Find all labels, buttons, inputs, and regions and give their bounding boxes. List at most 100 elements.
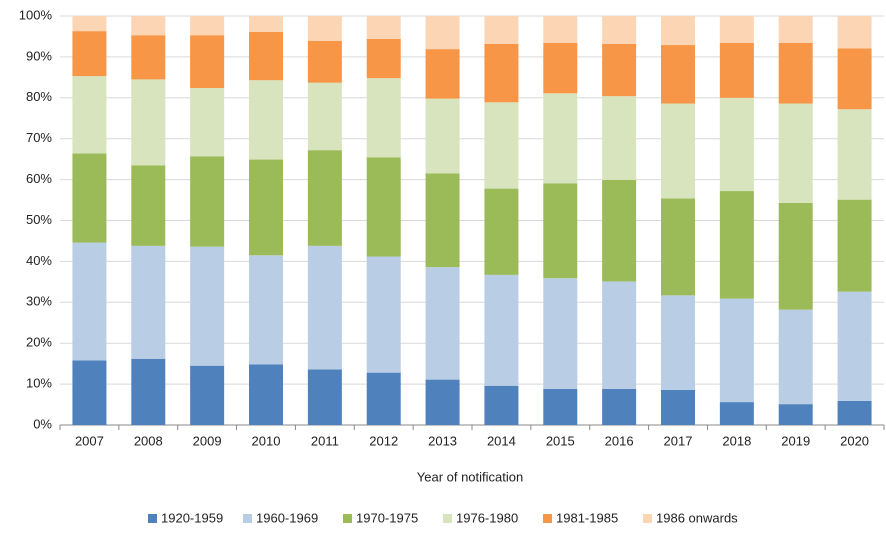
bar-segment — [72, 16, 107, 32]
bar-segment — [131, 35, 166, 80]
bar-segment — [190, 365, 225, 425]
bar-segment — [837, 291, 872, 401]
legend-swatch — [148, 514, 157, 523]
x-tick-label: 2018 — [722, 433, 751, 448]
bar-segment — [484, 43, 519, 103]
legend-label: 1976-1980 — [456, 510, 518, 525]
bar-segment — [131, 16, 166, 36]
bar-segment — [543, 93, 578, 184]
bar-segment — [307, 245, 342, 370]
bar-segment — [484, 385, 519, 425]
legend-label: 1986 onwards — [656, 510, 738, 525]
bar-segment — [131, 245, 166, 359]
bar-segment — [249, 80, 283, 160]
bar-segment — [661, 45, 695, 104]
bar-segment — [425, 173, 460, 268]
bar-segment — [837, 400, 872, 425]
bar-segment — [484, 188, 519, 275]
bar-segment — [543, 278, 578, 390]
bar-segment — [190, 156, 225, 247]
bar-segment — [366, 256, 401, 373]
x-tick-label: 2017 — [664, 433, 693, 448]
bar-segment — [484, 16, 519, 44]
y-tick-label: 20% — [26, 335, 52, 350]
legend-swatch — [443, 514, 452, 523]
bar-segment — [719, 97, 754, 192]
bar-segment — [425, 379, 460, 425]
bar-segment — [719, 191, 754, 299]
x-tick-label: 2008 — [134, 433, 163, 448]
bar-segment — [307, 40, 342, 83]
x-axis-title: Year of notification — [417, 469, 523, 484]
bar-segment — [249, 31, 283, 81]
bar-segment — [307, 150, 342, 246]
bar-segment — [543, 42, 578, 94]
x-tick-label: 2019 — [781, 433, 810, 448]
bar-segment — [719, 402, 754, 425]
bar-segment — [131, 358, 166, 425]
bar-segment — [72, 242, 107, 361]
legend-label: 1981-1985 — [556, 510, 618, 525]
bar-segment — [778, 202, 813, 310]
bar-segment — [425, 98, 460, 174]
bar-segment — [778, 404, 813, 425]
bar-segment — [778, 309, 813, 405]
x-tick-label: 2009 — [193, 433, 222, 448]
y-tick-label: 100% — [19, 7, 53, 22]
bar-segment — [543, 389, 578, 425]
bar-segment — [72, 153, 107, 243]
bar-segment — [249, 159, 283, 256]
x-tick-label: 2013 — [428, 433, 457, 448]
x-tick-label: 2014 — [487, 433, 516, 448]
bar-segment — [778, 42, 813, 104]
bar-segment — [249, 16, 283, 32]
bar-segment — [484, 274, 519, 386]
bar-segment — [307, 369, 342, 425]
bar-segment — [72, 76, 107, 154]
bar-segment — [366, 78, 401, 158]
x-tick-label: 2010 — [252, 433, 281, 448]
bar-segment — [837, 48, 872, 110]
x-tick-label: 2016 — [605, 433, 634, 448]
y-tick-label: 0% — [33, 416, 52, 431]
legend-label: 1920-1959 — [161, 510, 223, 525]
y-tick-label: 50% — [26, 212, 52, 227]
bar-segment — [837, 109, 872, 200]
legend-swatch — [243, 514, 252, 523]
bar-segment — [602, 389, 637, 425]
bar-segment — [543, 16, 578, 43]
bar-segment — [602, 43, 637, 97]
bar-segment — [190, 16, 225, 36]
x-tick-label: 2020 — [840, 433, 869, 448]
y-tick-label: 40% — [26, 253, 52, 268]
x-tick-label: 2015 — [546, 433, 575, 448]
y-tick-label: 70% — [26, 130, 52, 145]
bar-segment — [190, 35, 225, 88]
bar-segment — [72, 31, 107, 77]
legend-label: 1970-1975 — [356, 510, 418, 525]
bar-segment — [72, 360, 107, 425]
bar-segment — [425, 16, 460, 50]
legend-swatch — [343, 514, 352, 523]
bar-segment — [778, 16, 813, 43]
y-tick-label: 80% — [26, 89, 52, 104]
bar-segment — [661, 389, 695, 425]
y-tick-label: 60% — [26, 171, 52, 186]
bar-segment — [661, 16, 695, 46]
bar-segment — [837, 199, 872, 292]
bar-segment — [366, 38, 401, 79]
legend-swatch — [643, 514, 652, 523]
bar-segment — [307, 82, 342, 151]
y-tick-label: 90% — [26, 48, 52, 63]
x-tick-label: 2007 — [75, 433, 104, 448]
bar-segment — [366, 16, 401, 39]
bar-segment — [719, 298, 754, 403]
bar-segment — [719, 16, 754, 43]
bar-segment — [131, 79, 166, 166]
x-tick-label: 2011 — [311, 433, 339, 448]
bar-segment — [719, 42, 754, 98]
y-tick-label: 30% — [26, 294, 52, 309]
bar-segment — [131, 165, 166, 246]
x-tick-label: 2012 — [369, 433, 398, 448]
